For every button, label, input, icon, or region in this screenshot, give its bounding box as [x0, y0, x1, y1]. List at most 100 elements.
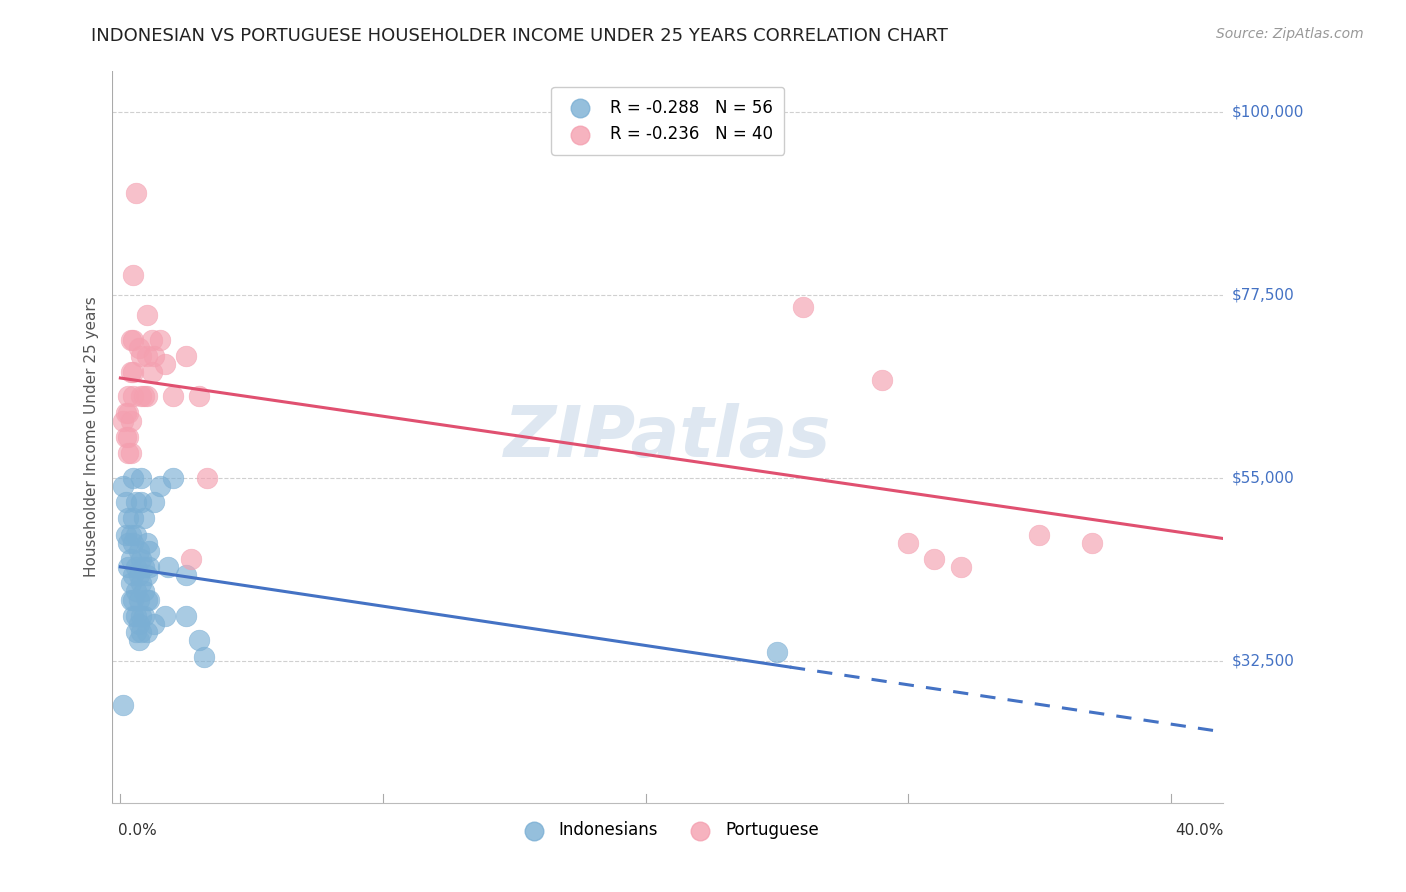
Point: [135, 625, 157, 640]
Point: [135, 535, 157, 549]
Point: [120, 365, 142, 379]
Point: [195, 471, 218, 485]
Point: [132, 389, 155, 403]
Point: [120, 414, 142, 428]
Point: [188, 389, 211, 403]
Point: [122, 568, 145, 582]
Text: INDONESIAN VS PORTUGUESE HOUSEHOLDER INCOME UNDER 25 YEARS CORRELATION CHART: INDONESIAN VS PORTUGUESE HOUSEHOLDER INC…: [91, 27, 948, 45]
Point: [132, 608, 155, 623]
Point: [138, 592, 160, 607]
Y-axis label: Householder Income Under 25 years: Householder Income Under 25 years: [83, 297, 98, 577]
Point: [174, 608, 197, 623]
Point: [128, 592, 150, 607]
Point: [122, 389, 145, 403]
Point: [897, 535, 920, 549]
Point: [128, 633, 150, 648]
Point: [120, 576, 142, 591]
Point: [117, 511, 139, 525]
Point: [143, 495, 166, 509]
Point: [162, 471, 184, 485]
Legend: Indonesians, Portuguese: Indonesians, Portuguese: [510, 814, 825, 846]
Text: $32,500: $32,500: [1232, 653, 1295, 668]
Point: [122, 592, 145, 607]
Point: [131, 625, 153, 640]
Point: [111, 414, 134, 428]
Point: [153, 357, 176, 371]
Point: [141, 365, 163, 379]
Point: [122, 333, 145, 347]
Point: [135, 389, 157, 403]
Point: [125, 560, 148, 574]
Point: [174, 568, 197, 582]
Point: [138, 544, 160, 558]
Point: [131, 495, 153, 509]
Point: [149, 333, 172, 347]
Point: [117, 560, 139, 574]
Point: [131, 349, 153, 363]
Point: [120, 333, 142, 347]
Point: [125, 608, 148, 623]
Point: [132, 511, 155, 525]
Point: [111, 698, 134, 713]
Point: [122, 471, 145, 485]
Point: [1028, 527, 1050, 541]
Point: [117, 406, 139, 420]
Point: [149, 479, 172, 493]
Point: [135, 308, 157, 322]
Point: [117, 446, 139, 460]
Point: [114, 495, 136, 509]
Point: [143, 349, 166, 363]
Text: ZIPatlas: ZIPatlas: [505, 402, 831, 472]
Point: [125, 527, 148, 541]
Text: $100,000: $100,000: [1232, 104, 1303, 120]
Point: [132, 584, 155, 599]
Point: [1081, 535, 1104, 549]
Point: [949, 560, 972, 574]
Point: [120, 527, 142, 541]
Point: [193, 649, 215, 664]
Point: [135, 592, 157, 607]
Point: [870, 373, 893, 387]
Point: [143, 617, 166, 632]
Point: [114, 527, 136, 541]
Point: [131, 608, 153, 623]
Point: [138, 560, 160, 574]
Point: [135, 349, 157, 363]
Text: 40.0%: 40.0%: [1175, 823, 1223, 838]
Point: [125, 186, 148, 201]
Text: 0.0%: 0.0%: [118, 823, 156, 838]
Text: $77,500: $77,500: [1232, 287, 1295, 302]
Point: [135, 568, 157, 582]
Text: $55,000: $55,000: [1232, 470, 1295, 485]
Point: [131, 576, 153, 591]
Point: [117, 389, 139, 403]
Point: [111, 479, 134, 493]
Point: [120, 446, 142, 460]
Point: [128, 341, 150, 355]
Point: [132, 560, 155, 574]
Point: [141, 333, 163, 347]
Point: [117, 535, 139, 549]
Point: [122, 511, 145, 525]
Point: [924, 552, 946, 566]
Point: [188, 633, 211, 648]
Point: [792, 300, 814, 314]
Point: [180, 552, 202, 566]
Point: [122, 608, 145, 623]
Point: [122, 535, 145, 549]
Point: [125, 495, 148, 509]
Point: [128, 544, 150, 558]
Point: [120, 552, 142, 566]
Point: [162, 389, 184, 403]
Point: [766, 645, 789, 659]
Point: [131, 471, 153, 485]
Point: [117, 430, 139, 444]
Point: [122, 365, 145, 379]
Point: [120, 592, 142, 607]
Point: [128, 568, 150, 582]
Point: [174, 349, 197, 363]
Point: [125, 584, 148, 599]
Point: [128, 617, 150, 632]
Point: [122, 268, 145, 282]
Point: [125, 625, 148, 640]
